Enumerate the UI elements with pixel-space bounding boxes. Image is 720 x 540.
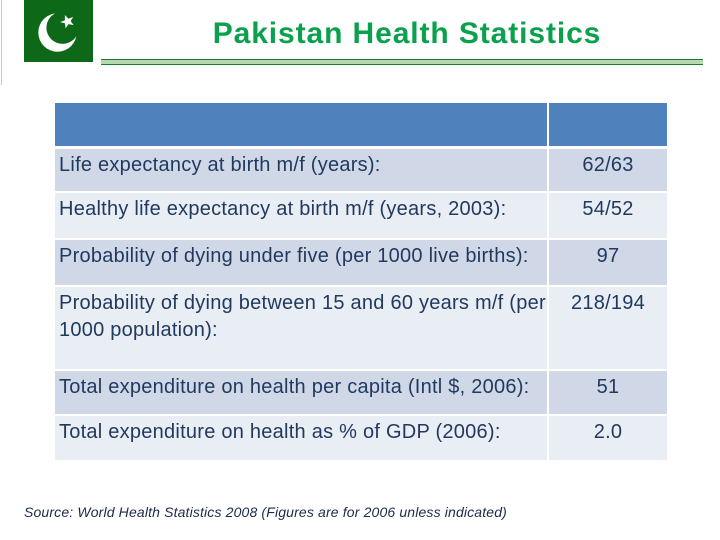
health-statistics-table: Life expectancy at birth m/f (years): 62… bbox=[55, 103, 667, 460]
title-underline-rule bbox=[101, 59, 703, 65]
indicator-label: Healthy life expectancy at birth m/f (ye… bbox=[55, 193, 549, 238]
table-header-label-cell bbox=[55, 103, 549, 146]
table-row: Healthy life expectancy at birth m/f (ye… bbox=[55, 193, 667, 238]
table-row: Life expectancy at birth m/f (years): 62… bbox=[55, 149, 667, 191]
pakistan-flag-icon bbox=[24, 0, 93, 62]
indicator-value: 54/52 bbox=[549, 193, 667, 238]
indicator-label: Probability of dying under five (per 100… bbox=[55, 240, 549, 285]
indicator-value: 2.0 bbox=[549, 416, 667, 460]
table-row: Probability of dying under five (per 100… bbox=[55, 240, 667, 285]
indicator-value: 62/63 bbox=[549, 149, 667, 191]
table-header-row bbox=[55, 103, 667, 146]
table-row: Total expenditure on health as % of GDP … bbox=[55, 416, 667, 460]
table-row: Total expenditure on health per capita (… bbox=[55, 371, 667, 414]
indicator-value: 51 bbox=[549, 371, 667, 414]
indicator-value: 97 bbox=[549, 240, 667, 285]
table-header-value-cell bbox=[549, 103, 667, 146]
indicator-label: Total expenditure on health as % of GDP … bbox=[55, 416, 549, 460]
source-note: Source: World Health Statistics 2008 (Fi… bbox=[24, 504, 507, 520]
indicator-label: Life expectancy at birth m/f (years): bbox=[55, 149, 549, 191]
indicator-value: 218/194 bbox=[549, 287, 667, 369]
slide-title: Pakistan Health Statistics bbox=[212, 17, 602, 50]
indicator-label: Total expenditure on health per capita (… bbox=[55, 371, 549, 414]
table-row: Probability of dying between 15 and 60 y… bbox=[55, 287, 667, 369]
slide-edge-artifact bbox=[1, 0, 2, 85]
indicator-label: Probability of dying between 15 and 60 y… bbox=[55, 287, 549, 369]
